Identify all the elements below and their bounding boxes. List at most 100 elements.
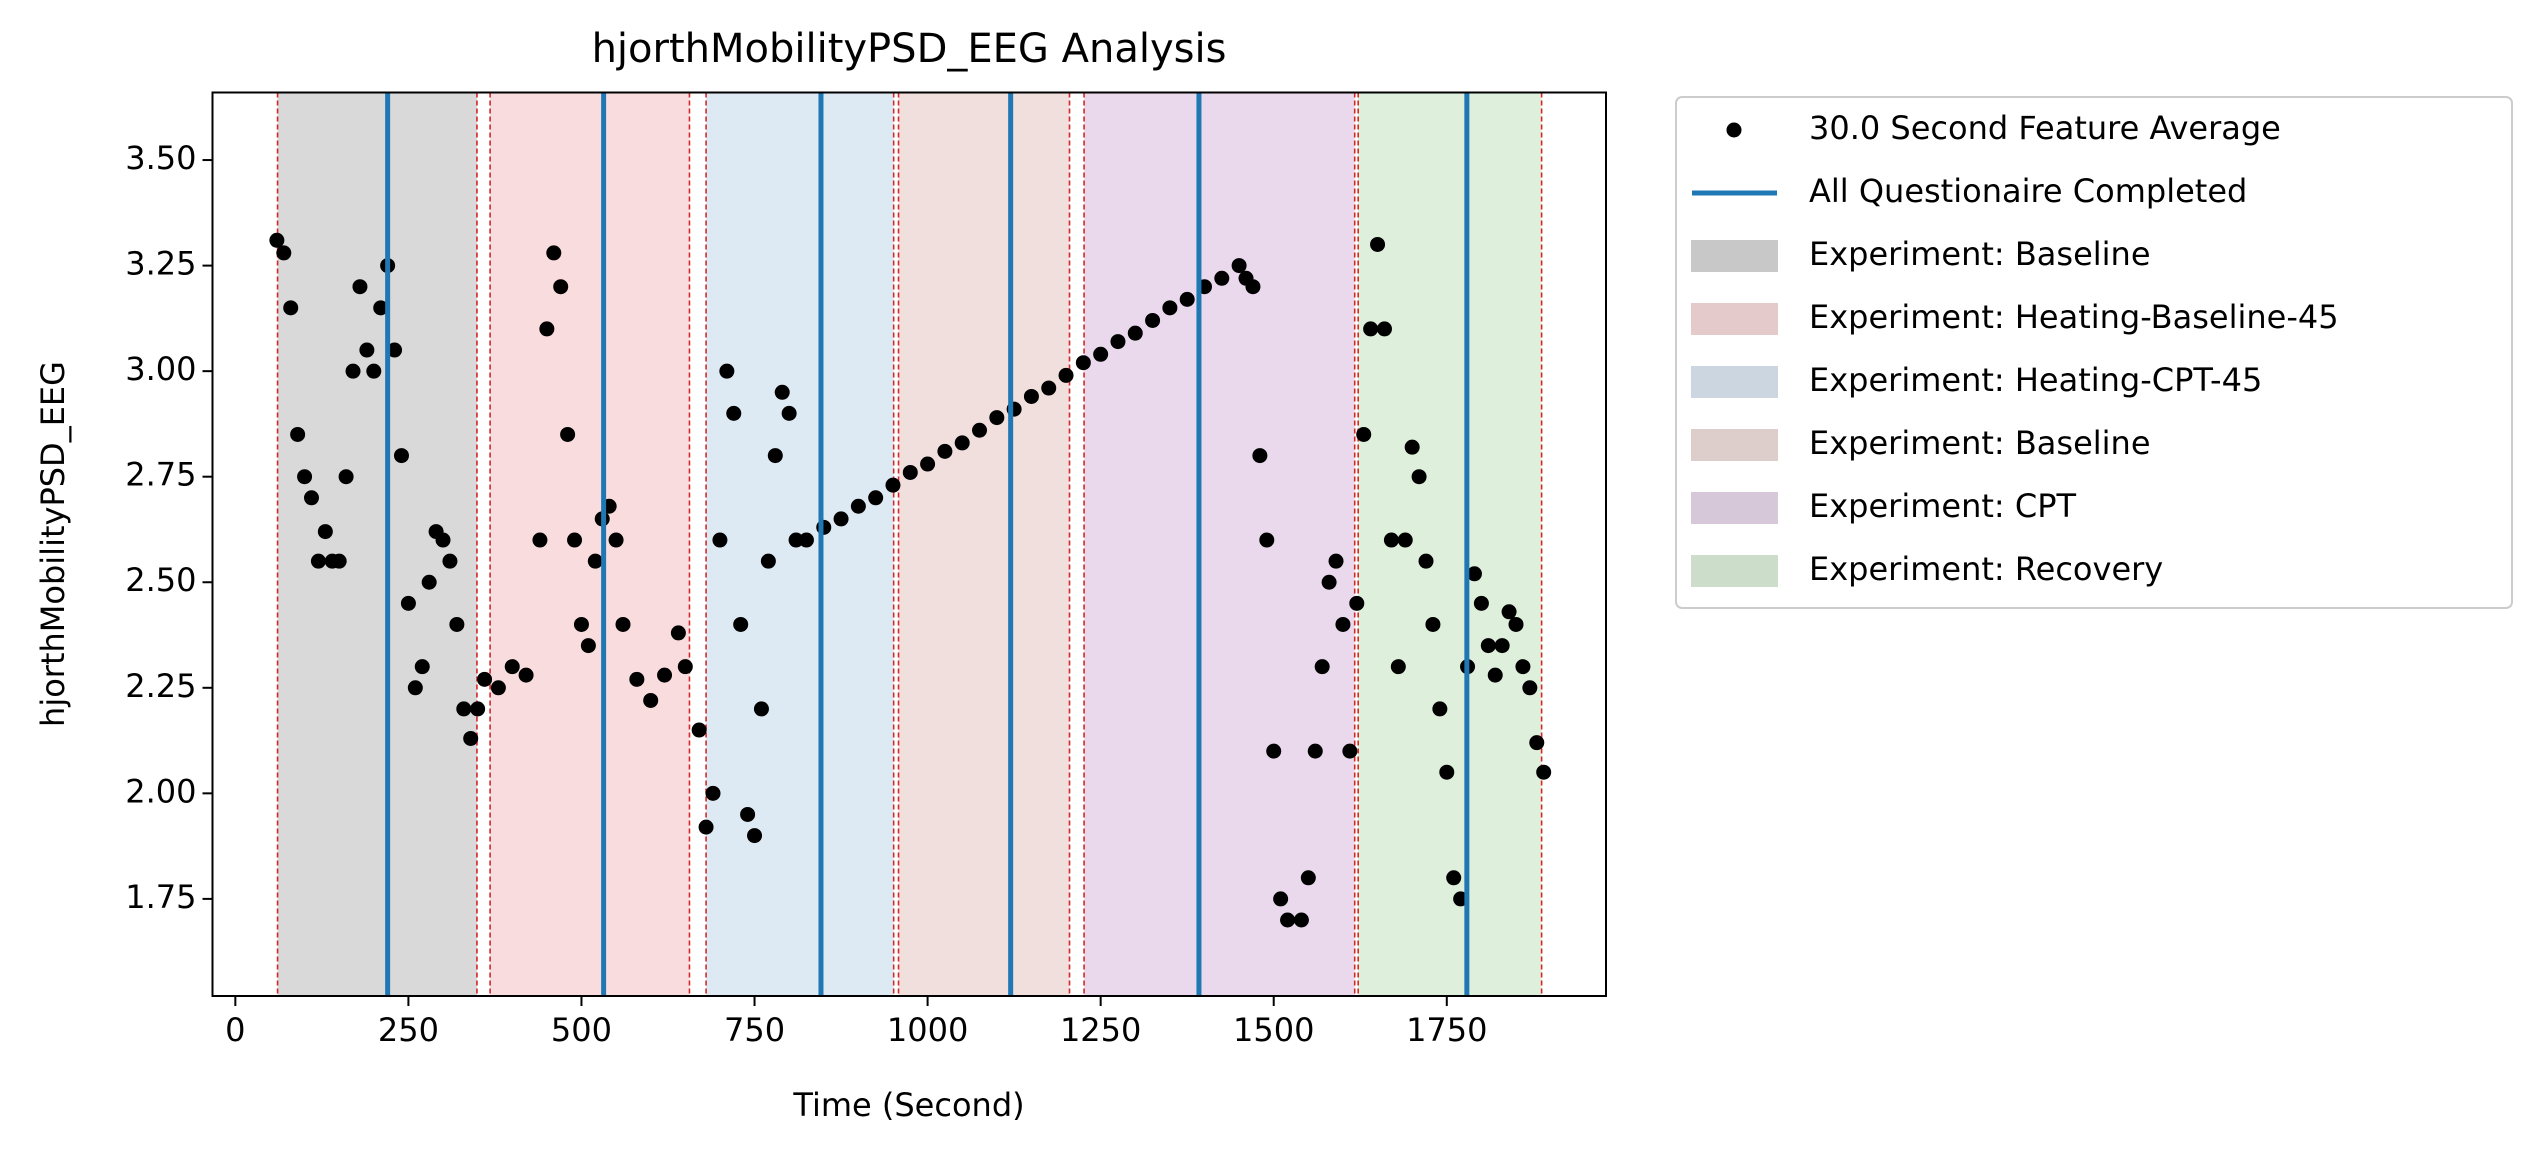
legend-label: Experiment: Baseline [1809,235,2151,273]
data-point [1075,355,1091,371]
legend-box [1675,96,2513,609]
data-point [297,469,313,485]
data-point [1342,743,1358,759]
data-point [608,532,624,548]
data-point [1508,616,1524,632]
data-point [954,435,970,451]
legend-label: Experiment: Baseline [1809,424,2151,462]
data-point [1536,764,1552,780]
data-point [774,384,790,400]
data-point [698,819,714,835]
data-point [1280,912,1296,928]
data-point [1179,291,1195,307]
data-point [573,616,589,632]
y-tick-label: 2.25 [125,667,196,705]
data-point [587,553,603,569]
data-point [719,363,735,379]
data-point [449,616,465,632]
data-point [615,616,631,632]
data-point [400,595,416,611]
data-point [1376,321,1392,337]
legend-marker [1726,122,1742,138]
data-point [868,490,884,506]
data-point [753,701,769,717]
data-point [760,553,776,569]
data-point [1273,891,1289,907]
data-point [310,553,326,569]
x-tick-label: 0 [225,1011,245,1049]
x-tick-label: 1250 [1060,1011,1141,1049]
data-point [546,245,562,261]
data-point [1411,469,1427,485]
y-tick-label: 2.00 [125,772,196,810]
data-point [317,524,333,540]
legend-patch [1691,429,1778,461]
legend-patch [1691,366,1778,398]
data-point [972,422,988,438]
data-point [470,701,486,717]
data-point [1266,743,1282,759]
data-point [733,616,749,632]
data-point [553,279,569,295]
data-point [747,828,763,844]
data-point [290,426,306,442]
plot-area [269,92,1552,996]
data-point [989,410,1005,426]
data-point [1214,270,1230,286]
y-tick-label: 2.50 [125,561,196,599]
y-tick-label: 3.00 [125,350,196,388]
data-point [1259,532,1275,548]
data-point [1356,426,1372,442]
data-point [269,232,285,248]
data-point [1162,300,1178,316]
data-point [373,300,389,316]
data-point [560,426,576,442]
x-tick-label: 250 [378,1011,439,1049]
data-point [1487,667,1503,683]
data-point [712,532,728,548]
data-point [1252,448,1268,464]
experiment-span [898,92,1070,996]
data-point [352,279,368,295]
legend-patch [1691,240,1778,272]
data-point [1466,566,1482,582]
data-point [504,659,520,675]
data-point [937,443,953,459]
data-point [435,532,451,548]
legend-patch [1691,303,1778,335]
x-tick-label: 1500 [1233,1011,1314,1049]
data-point [1418,553,1434,569]
data-point [1501,604,1517,620]
data-point [1446,870,1462,886]
data-point [767,448,783,464]
axes-frame [211,91,1607,997]
data-point [303,490,319,506]
experiment-span [490,92,690,996]
y-tick-label: 2.75 [125,456,196,494]
data-point [850,498,866,514]
x-tick-label: 1750 [1406,1011,1487,1049]
data-point [1363,321,1379,337]
data-point [1110,334,1126,350]
data-point [657,667,673,683]
data-point [1529,735,1545,751]
data-point [1321,574,1337,590]
data-point [1522,680,1538,696]
y-tick-label: 3.25 [125,245,196,283]
legend-patch [1691,555,1778,587]
data-point [902,464,918,480]
x-axis-label: Time (Second) [792,1086,1024,1124]
data-point [477,671,493,687]
data-point [920,456,936,472]
data-point [283,300,299,316]
data-point [442,553,458,569]
data-point [1349,595,1365,611]
data-point [456,701,472,717]
experiment-span [1084,92,1355,996]
data-point [1432,701,1448,717]
legend-label: Experiment: Heating-CPT-45 [1809,361,2262,399]
data-point [1307,743,1323,759]
legend-label: 30.0 Second Feature Average [1809,109,2281,147]
data-point [338,469,354,485]
data-point [414,659,430,675]
